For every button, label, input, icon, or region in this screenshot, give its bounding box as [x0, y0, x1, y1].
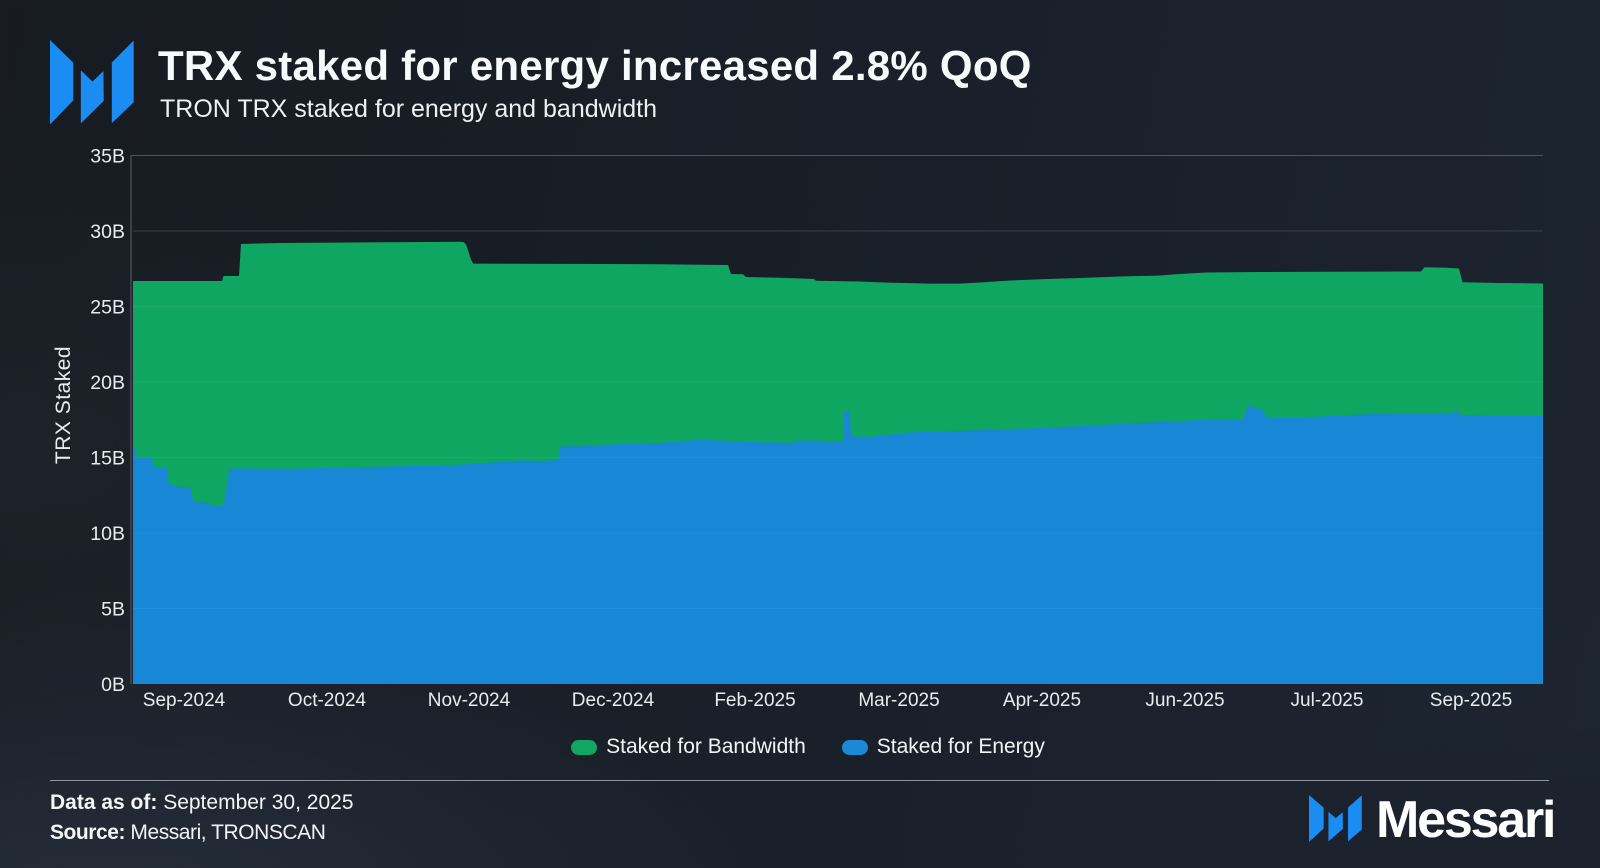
svg-text:Sep-2024: Sep-2024: [143, 690, 226, 711]
svg-text:Jun-2025: Jun-2025: [1145, 690, 1224, 711]
svg-text:Dec-2024: Dec-2024: [572, 690, 655, 711]
svg-text:35B: 35B: [90, 146, 125, 168]
svg-text:Feb-2025: Feb-2025: [714, 690, 795, 711]
svg-text:10B: 10B: [90, 523, 125, 545]
svg-text:Nov-2024: Nov-2024: [428, 690, 511, 711]
svg-text:0B: 0B: [101, 674, 125, 696]
svg-text:Sep-2025: Sep-2025: [1430, 690, 1512, 711]
svg-text:25B: 25B: [90, 297, 125, 319]
svg-text:TRX Staked: TRX Staked: [52, 346, 75, 464]
svg-text:Apr-2025: Apr-2025: [1003, 690, 1081, 711]
svg-text:30B: 30B: [90, 221, 125, 243]
svg-text:Jul-2025: Jul-2025: [1291, 690, 1364, 711]
svg-text:5B: 5B: [101, 599, 125, 621]
svg-text:Mar-2025: Mar-2025: [858, 690, 939, 711]
svg-text:Oct-2024: Oct-2024: [288, 690, 367, 711]
svg-text:20B: 20B: [90, 372, 125, 394]
svg-text:15B: 15B: [90, 448, 125, 470]
